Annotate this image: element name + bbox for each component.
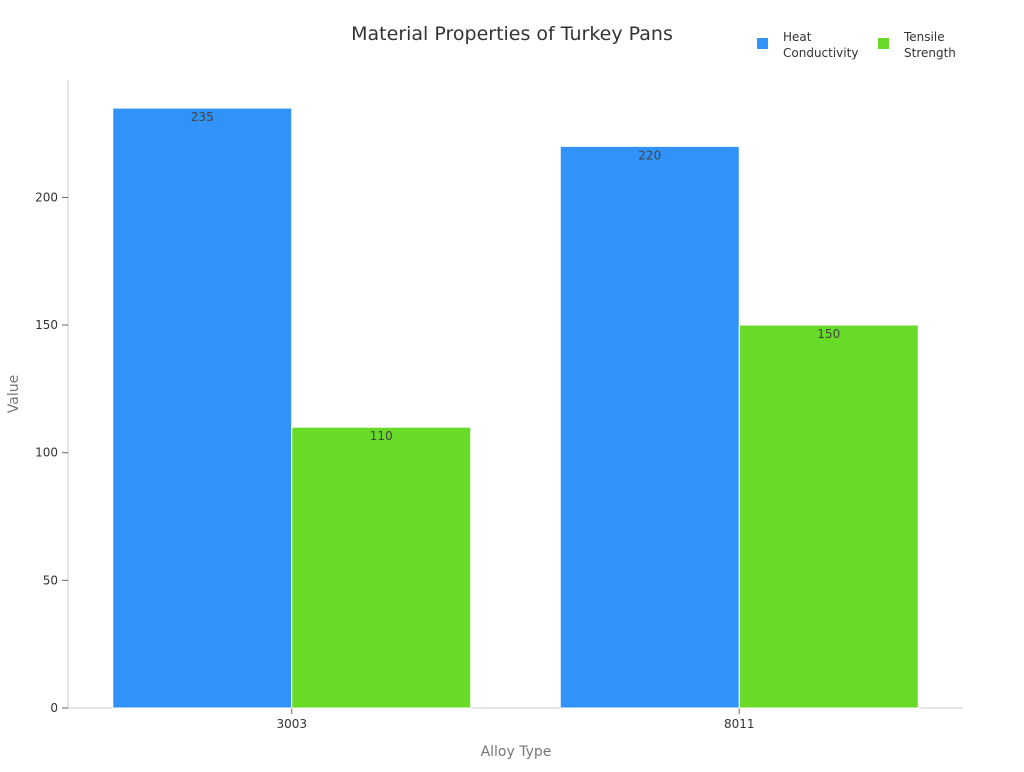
bar-value-label: 220 — [638, 148, 661, 162]
legend: Heat Conductivity Tensile Strength — [757, 30, 956, 60]
bar — [738, 324, 919, 709]
x-axis-title: Alloy Type — [481, 744, 552, 760]
bar-value-label: 110 — [370, 429, 393, 443]
bar — [112, 107, 293, 709]
legend-swatch-tensile-strength — [878, 38, 889, 49]
legend-label-tensile-strength: Tensile Strength — [903, 30, 956, 60]
bar — [291, 426, 472, 709]
bars — [112, 107, 919, 709]
legend-swatch-heat-conductivity — [757, 38, 768, 49]
chart-title: Material Properties of Turkey Pans — [351, 23, 673, 45]
y-tick-label: 50 — [43, 573, 58, 587]
bar — [559, 145, 740, 709]
x-tick-label: 8011 — [724, 717, 755, 731]
y-tick-label: 150 — [35, 318, 58, 332]
data-labels: 235 110 220 150 — [191, 110, 840, 443]
bar-value-label: 150 — [817, 327, 840, 341]
x-tick-label: 3003 — [276, 717, 307, 731]
y-tick-label: 100 — [35, 446, 58, 460]
bar-value-label: 235 — [191, 110, 214, 124]
y-axis-title: Value — [6, 375, 22, 413]
legend-label-heat-conductivity: Heat Conductivity — [783, 30, 858, 60]
y-tick-label: 200 — [35, 190, 58, 204]
y-tick-label: 0 — [50, 701, 58, 715]
